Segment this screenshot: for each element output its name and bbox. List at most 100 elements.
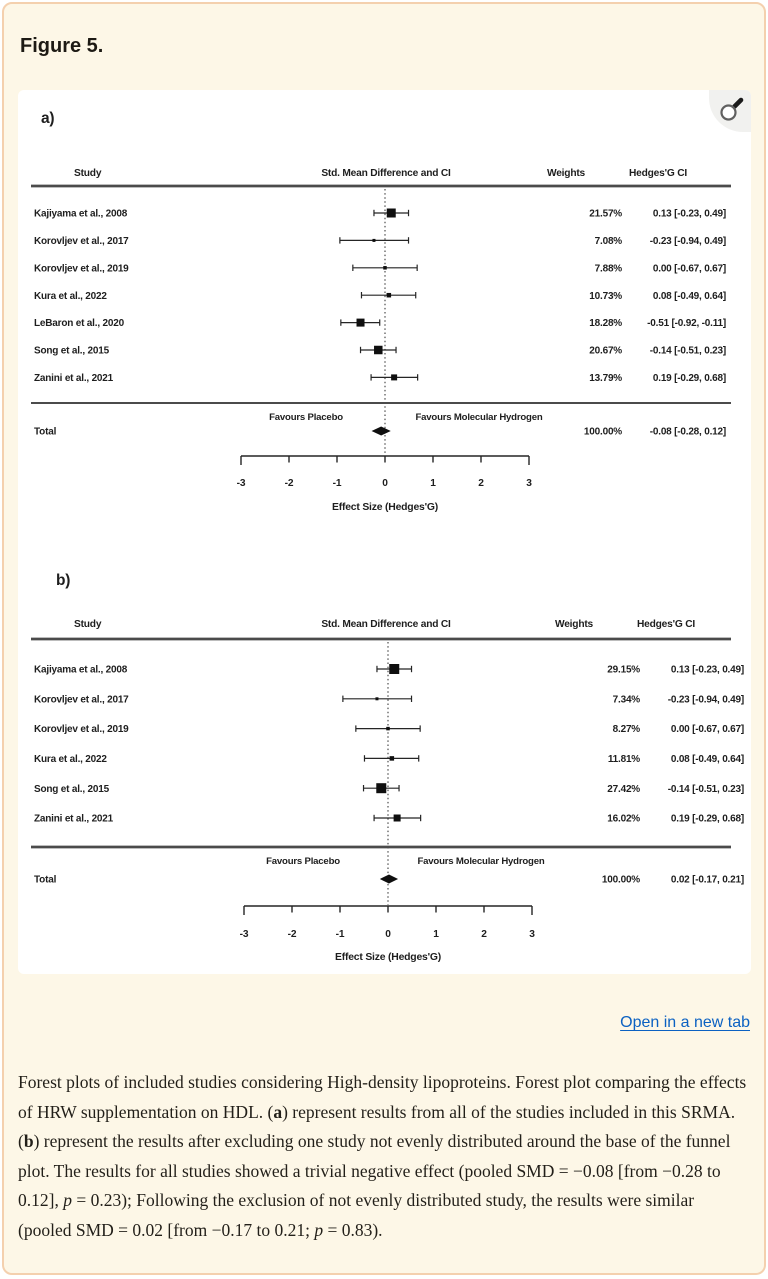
total-ci-value: 0.02 [-0.17, 0.21] xyxy=(671,875,744,886)
ci-value: 0.13 [-0.23, 0.49] xyxy=(671,665,744,676)
column-header-study: Study xyxy=(74,168,102,179)
caption-bold-text: b xyxy=(23,1131,34,1152)
caption-text: ) represent results from all of the stud… xyxy=(18,1101,736,1152)
figure-actions: Open in a new tab xyxy=(18,1012,750,1034)
weight-value: 18.28% xyxy=(589,318,622,329)
favours-left-label: Favours Placebo xyxy=(266,856,340,867)
effect-marker xyxy=(386,726,390,731)
axis-title: Effect Size (Hedges'G) xyxy=(335,952,441,963)
caption-italic-text: p xyxy=(63,1190,72,1211)
ci-value: 0.00 [-0.67, 0.67] xyxy=(653,263,726,274)
figure-caption: Forest plots of included studies conside… xyxy=(18,1068,751,1246)
effect-marker xyxy=(372,238,376,242)
effect-marker xyxy=(393,814,401,822)
study-label: Kura et al., 2022 xyxy=(34,291,107,302)
axis-title: Effect Size (Hedges'G) xyxy=(332,502,438,513)
effect-marker xyxy=(391,374,398,381)
panel-label: a) xyxy=(41,110,54,127)
caption-text: = 0.23); Following the exclusion of not … xyxy=(18,1190,695,1240)
ci-value: 0.19 [-0.29, 0.68] xyxy=(671,814,744,825)
favours-left-label: Favours Placebo xyxy=(269,412,343,423)
total-label: Total xyxy=(34,427,57,438)
figure-title: Figure 5. xyxy=(20,35,104,57)
favours-right-label: Favours Molecular Hydrogen xyxy=(417,856,544,867)
magnifier-icon xyxy=(720,97,744,121)
weight-value: 7.08% xyxy=(595,236,623,247)
study-label: Kura et al., 2022 xyxy=(34,754,107,765)
axis-tick-label: 2 xyxy=(478,478,484,489)
column-header-ci: Hedges'G CI xyxy=(629,168,687,179)
axis-tick-label: 0 xyxy=(382,478,388,489)
axis-tick-label: 3 xyxy=(529,929,535,940)
ci-value: 0.13 [-0.23, 0.49] xyxy=(653,209,726,220)
total-label: Total xyxy=(34,875,57,886)
caption-text: Forest plots of included studies conside… xyxy=(18,1072,747,1122)
effect-marker xyxy=(389,756,395,761)
favours-right-label: Favours Molecular Hydrogen xyxy=(415,412,542,423)
caption-bold-text: a xyxy=(273,1101,283,1122)
axis-tick-label: 1 xyxy=(430,478,436,489)
effect-marker xyxy=(386,292,392,298)
weight-value: 27.42% xyxy=(607,784,640,795)
effect-marker xyxy=(383,266,387,270)
ci-value: -0.14 [-0.51, 0.23] xyxy=(668,784,744,795)
total-ci-value: -0.08 [-0.28, 0.12] xyxy=(650,427,726,438)
forest-plot-a: a) Study Std. Mean Difference and CI Weight… xyxy=(31,110,731,513)
caption-italic-text: p xyxy=(314,1219,324,1240)
weight-value: 29.15% xyxy=(607,665,640,676)
figure-panel[interactable]: a) Study Std. Mean Difference and CI Weight… xyxy=(18,90,751,974)
ci-value: 0.00 [-0.67, 0.67] xyxy=(671,724,744,735)
effect-marker xyxy=(374,345,383,355)
ci-value: -0.51 [-0.92, -0.11] xyxy=(647,318,726,329)
axis-tick-label: -1 xyxy=(333,478,342,489)
weight-value: 7.34% xyxy=(613,694,641,705)
forest-plot-b: b) Study Std. Mean Difference and CI Weight… xyxy=(31,572,744,963)
column-header-smd: Std. Mean Difference and CI xyxy=(321,619,451,630)
axis-tick-label: 0 xyxy=(385,929,391,940)
axis-tick-label: -2 xyxy=(288,929,297,940)
effect-marker xyxy=(389,664,400,674)
column-header-weights: Weights xyxy=(555,619,594,630)
ci-value: -0.23 [-0.94, 0.49] xyxy=(650,236,726,247)
total-diamond xyxy=(371,426,391,436)
study-label: Song et al., 2015 xyxy=(34,784,110,795)
total-weight-value: 100.00% xyxy=(602,875,640,886)
open-new-tab-link[interactable]: Open in a new tab xyxy=(620,1014,750,1031)
axis-tick-label: 1 xyxy=(433,929,439,940)
caption-text: ) represent the results after excluding … xyxy=(18,1131,731,1211)
weight-value: 13.79% xyxy=(589,373,622,384)
column-header-study: Study xyxy=(74,619,102,630)
weight-value: 16.02% xyxy=(607,814,640,825)
axis-tick-label: 2 xyxy=(481,929,487,940)
study-label: Zanini et al., 2021 xyxy=(34,814,114,825)
weight-value: 21.57% xyxy=(589,209,622,220)
axis-tick-label: -1 xyxy=(336,929,345,940)
ci-value: 0.08 [-0.49, 0.64] xyxy=(671,754,744,765)
weight-value: 7.88% xyxy=(595,263,623,274)
axis-tick-label: 3 xyxy=(526,478,532,489)
study-label: Korovljev et al., 2019 xyxy=(34,724,129,735)
ci-value: -0.14 [-0.51, 0.23] xyxy=(650,346,726,357)
study-label: Kajiyama et al., 2008 xyxy=(34,665,128,676)
axis-tick-label: -3 xyxy=(237,478,246,489)
study-label: Kajiyama et al., 2008 xyxy=(34,209,128,220)
panel-label: b) xyxy=(56,572,70,589)
axis-tick-label: -2 xyxy=(285,478,294,489)
effect-marker xyxy=(376,783,387,794)
study-label: Song et al., 2015 xyxy=(34,346,110,357)
column-header-ci: Hedges'G CI xyxy=(637,619,695,630)
ci-value: 0.19 [-0.29, 0.68] xyxy=(653,373,726,384)
column-header-weights: Weights xyxy=(547,168,586,179)
total-weight-value: 100.00% xyxy=(584,427,622,438)
ci-value: -0.23 [-0.94, 0.49] xyxy=(668,694,744,705)
ci-value: 0.08 [-0.49, 0.64] xyxy=(653,291,726,302)
effect-marker xyxy=(356,318,365,327)
study-label: LeBaron et al., 2020 xyxy=(34,318,125,329)
study-label: Zanini et al., 2021 xyxy=(34,373,114,384)
study-label: Korovljev et al., 2017 xyxy=(34,694,129,705)
axis-tick-label: -3 xyxy=(240,929,249,940)
total-diamond xyxy=(379,874,399,884)
weight-value: 8.27% xyxy=(613,724,641,735)
weight-value: 20.67% xyxy=(589,346,622,357)
